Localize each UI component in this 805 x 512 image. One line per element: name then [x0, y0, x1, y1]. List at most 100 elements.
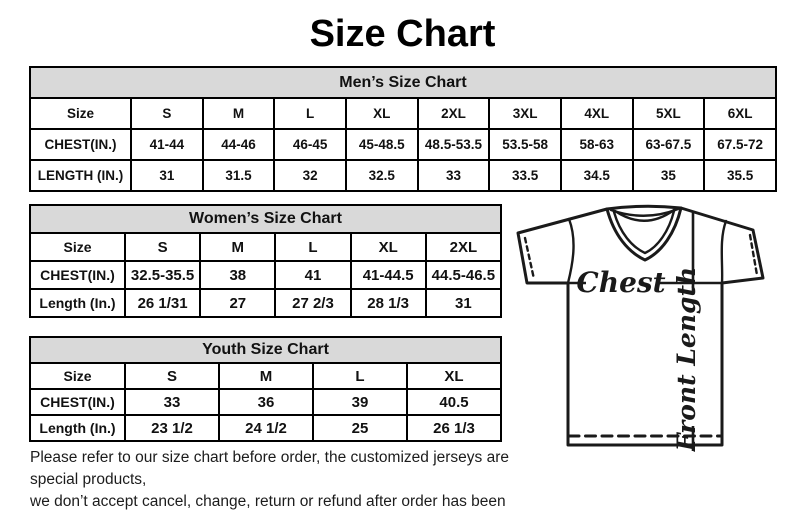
womens-chest-cell: 44.5-46.5: [424, 260, 503, 290]
collar-arc-icon: [613, 208, 676, 222]
left-cuff-dashed-line: [523, 236, 536, 281]
chest-label: Chest: [576, 266, 665, 299]
youth-chest-cell: 33: [124, 388, 220, 416]
womens-size-cell: L: [274, 232, 352, 262]
mens-chest-cell: 41-44: [130, 128, 204, 161]
mens-chest-cell: 48.5-53.5: [416, 128, 491, 161]
mens-length-cell: 34.5: [559, 159, 634, 192]
womens-size-cell: XL: [349, 232, 427, 262]
womens-size-cell: M: [199, 232, 277, 262]
womens-chest-cell: 32.5-35.5: [123, 260, 202, 290]
youth-chest-cell: 39: [312, 388, 408, 416]
youth-table-title: Youth Size Chart: [29, 336, 502, 364]
youth-table-header-row: Youth Size Chart: [29, 336, 502, 364]
left-armhole-seam: [566, 217, 575, 285]
womens-length-cell: 26 1/31: [123, 288, 202, 318]
mens-size-cell: 3XL: [488, 97, 562, 130]
womens-chest-cell: 38: [199, 260, 277, 290]
youth-row-label-size: Size: [29, 362, 126, 390]
womens-row-label-chest: CHEST(IN.): [29, 260, 126, 290]
womens-length-cell: 27: [199, 288, 277, 318]
mens-length-cell: 33: [416, 159, 491, 192]
youth-size-cell: M: [218, 362, 314, 390]
order-note: Please refer to our size chart before or…: [30, 447, 530, 512]
order-note-line-1: Please refer to our size chart before or…: [30, 449, 510, 488]
womens-size-cell: S: [123, 232, 202, 262]
mens-length-cell: 35.5: [703, 159, 777, 192]
youth-length-cell: 24 1/2: [218, 414, 314, 442]
womens-row-label-size: Size: [29, 232, 126, 262]
womens-size-cell: 2XL: [424, 232, 503, 262]
youth-size-chart: Youth Size Chart Size S M L XL CHEST(IN.…: [29, 336, 502, 442]
youth-row-label-chest: CHEST(IN.): [29, 388, 126, 416]
mens-length-cell: 33.5: [488, 159, 562, 192]
youth-length-cell: 26 1/3: [406, 414, 502, 442]
jersey-measurement-diagram: Chest Front Length: [516, 204, 765, 452]
mens-size-cell: XL: [344, 97, 419, 130]
right-armhole-seam: [720, 219, 728, 285]
mens-length-cell: 31.5: [201, 159, 276, 192]
mens-length-cell: 31: [130, 159, 204, 192]
mens-chest-cell: 45-48.5: [344, 128, 419, 161]
womens-size-table: Women’s Size Chart Size S M L XL 2XL CHE…: [29, 204, 503, 318]
mens-chest-cell: 44-46: [201, 128, 276, 161]
mens-table-title: Men’s Size Chart: [29, 66, 777, 99]
womens-chest-row: CHEST(IN.) 32.5-35.5 38 41 41-44.5 44.5-…: [29, 260, 503, 290]
mens-chest-cell: 58-63: [559, 128, 634, 161]
womens-table-title: Women’s Size Chart: [29, 204, 502, 234]
youth-size-cell: L: [312, 362, 408, 390]
youth-size-table: Youth Size Chart Size S M L XL CHEST(IN.…: [29, 336, 502, 442]
youth-length-row: Length (In.) 23 1/2 24 1/2 25 26 1/3: [29, 414, 502, 442]
womens-length-cell: 27 2/3: [274, 288, 352, 318]
right-cuff-dashed-line: [748, 233, 759, 277]
front-length-label: Front Length: [672, 267, 701, 452]
page-title: Size Chart: [309, 13, 496, 55]
mens-size-cell: 5XL: [631, 97, 706, 130]
vneck-inner: [612, 209, 676, 255]
youth-chest-cell: 40.5: [406, 388, 502, 416]
mens-size-cell: 4XL: [559, 97, 634, 130]
youth-size-cell: S: [124, 362, 220, 390]
mens-size-cell: S: [130, 97, 204, 130]
youth-chest-row: CHEST(IN.) 33 36 39 40.5: [29, 388, 502, 416]
mens-chest-cell: 67.5-72: [703, 128, 777, 161]
youth-length-cell: 23 1/2: [124, 414, 220, 442]
mens-size-chart: Men’s Size Chart Size S M L XL 2XL 3XL 4…: [29, 66, 777, 192]
order-note-line-2: we don’t accept cancel, change, return o…: [30, 493, 506, 510]
womens-chest-cell: 41-44.5: [349, 260, 427, 290]
youth-chest-cell: 36: [218, 388, 314, 416]
mens-length-cell: 32: [273, 159, 347, 192]
mens-chest-row: CHEST(IN.) 41-44 44-46 46-45 45-48.5 48.…: [29, 128, 777, 161]
mens-size-cell: L: [273, 97, 347, 130]
youth-length-cell: 25: [312, 414, 408, 442]
mens-row-label-length: LENGTH (IN.): [29, 159, 132, 192]
womens-length-cell: 28 1/3: [349, 288, 427, 318]
mens-chest-cell: 53.5-58: [488, 128, 562, 161]
youth-row-label-length: Length (In.): [29, 414, 126, 442]
womens-chest-cell: 41: [274, 260, 352, 290]
mens-size-cell: M: [201, 97, 276, 130]
womens-row-label-length: Length (In.): [29, 288, 126, 318]
youth-size-cell: XL: [406, 362, 502, 390]
mens-row-label-size: Size: [29, 97, 132, 130]
mens-size-cell: 6XL: [703, 97, 777, 130]
mens-length-cell: 32.5: [344, 159, 419, 192]
mens-size-cell: 2XL: [416, 97, 491, 130]
mens-table-header-row: Men’s Size Chart: [29, 66, 777, 99]
shirt-outline: [516, 204, 765, 447]
mens-row-label-chest: CHEST(IN.): [29, 128, 132, 161]
womens-table-header-row: Women’s Size Chart: [29, 204, 502, 234]
mens-chest-cell: 46-45: [273, 128, 347, 161]
mens-length-row: LENGTH (IN.) 31 31.5 32 32.5 33 33.5 34.…: [29, 159, 777, 192]
vneck-outer: [605, 206, 683, 262]
youth-size-row: Size S M L XL: [29, 362, 502, 390]
womens-size-chart: Women’s Size Chart Size S M L XL 2XL CHE…: [29, 204, 503, 318]
womens-length-row: Length (In.) 26 1/31 27 27 2/3 28 1/3 31: [29, 288, 503, 318]
womens-length-cell: 31: [424, 288, 503, 318]
womens-size-row: Size S M L XL 2XL: [29, 232, 503, 262]
mens-size-row: Size S M L XL 2XL 3XL 4XL 5XL 6XL: [29, 97, 777, 130]
mens-size-table: Men’s Size Chart Size S M L XL 2XL 3XL 4…: [29, 66, 777, 192]
mens-length-cell: 35: [631, 159, 706, 192]
mens-chest-cell: 63-67.5: [631, 128, 706, 161]
